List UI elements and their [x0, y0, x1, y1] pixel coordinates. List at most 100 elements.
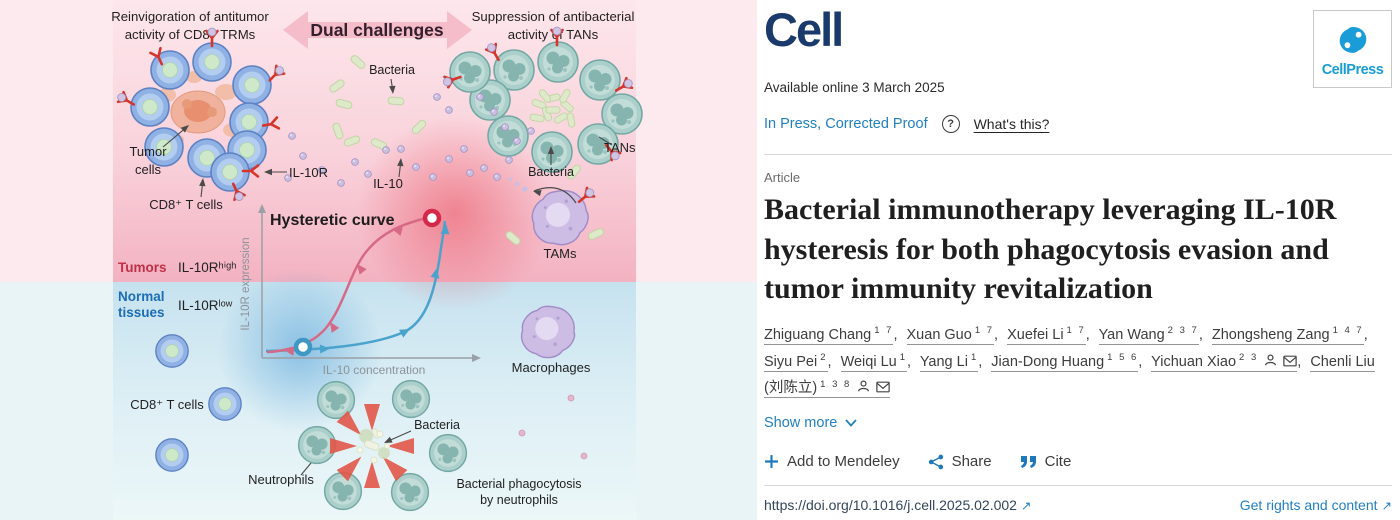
y-axis-label: IL-10R expression: [240, 237, 252, 330]
dual-challenges-label: Dual challenges: [310, 20, 444, 40]
pointer-arrowheads: [180, 85, 555, 464]
author-list: Zhiguang Chang 1 7, Xuan Guo 1 7, Xuefei L…: [764, 322, 1392, 402]
author-name: Zhiguang Chang: [764, 326, 872, 343]
author-sup: 1: [899, 351, 908, 363]
reinvigoration-caption-line1: Reinvigoration of antitumor: [111, 9, 269, 24]
phagocytosis-caption-line1: Bacterial phagocytosis: [456, 477, 581, 491]
author-link[interactable]: Jian-Dong Huang 1 5 6,: [991, 351, 1147, 372]
author-name: Xuan Guo: [906, 326, 972, 343]
cite-label: Cite: [1044, 453, 1072, 471]
cell-journal-logo[interactable]: Cell: [764, 3, 844, 56]
author-link[interactable]: Yan Wang 2 3 7,: [1098, 324, 1208, 345]
plus-icon: [765, 455, 778, 469]
zone-labels: Tumors IL-10Rʰⁱᵍʰ Normal tissues IL-10Rˡ…: [118, 260, 236, 320]
author-name: Siyu Pei: [764, 353, 818, 370]
author-sup: 1 5 6: [1107, 351, 1139, 363]
tam-cell: [508, 177, 596, 246]
doi-row: https://doi.org/10.1016/j.cell.2025.02.0…: [764, 497, 1392, 513]
author-separator: ,: [1085, 326, 1090, 343]
author-name: Jian-Dong Huang: [991, 353, 1105, 370]
cd8-t-cells-label-top: CD8⁺ T cells: [149, 197, 223, 212]
author-separator: ,: [1363, 326, 1368, 343]
author-separator: ,: [1138, 353, 1143, 370]
external-link-icon: ↗: [1381, 499, 1392, 514]
author-link[interactable]: Siyu Pei 2,: [764, 352, 837, 372]
author-profile-icon: [858, 380, 870, 392]
author-link[interactable]: Xuefei Li 1 7,: [1007, 325, 1095, 345]
journal-header: Cell: [764, 6, 1392, 53]
author-sup: 2 3 7: [1167, 324, 1199, 336]
author-link[interactable]: Zhongsheng Zang 1 4 7,: [1211, 325, 1373, 345]
author-sup: 1 7: [874, 324, 894, 336]
x-axis-label: IL-10 concentration: [323, 363, 426, 377]
phagocytosis-caption-line2: by neutrophils: [480, 493, 558, 507]
email-envelope-icon: [876, 381, 891, 393]
il10r-label: IL-10R: [289, 165, 328, 180]
normal-tissues-label-line1: Normal: [118, 289, 165, 304]
reinvigoration-caption-line2: activity of CD8⁺ TRMs: [125, 27, 256, 42]
share-label: Share: [951, 453, 992, 471]
tans-label: TANs: [604, 140, 636, 155]
add-to-mendeley-button[interactable]: Add to Mendeley: [764, 453, 900, 470]
figure-captions-top: Reinvigoration of antitumor activity of …: [111, 9, 634, 42]
hysteresis-curve-up: [265, 220, 447, 353]
high-state-marker: [422, 208, 442, 228]
author-link-corresponding[interactable]: Chenli Liu (刘陈立) 1 3 8: [764, 353, 1375, 399]
question-mark-icon[interactable]: ?: [941, 115, 960, 133]
tumors-label: Tumors: [118, 260, 167, 275]
external-link-icon: ↗: [1020, 499, 1032, 514]
hysteresis-curve-down: [266, 215, 431, 354]
show-more-button[interactable]: Show more: [764, 415, 858, 431]
il10r-high-label: IL-10Rʰⁱᵍʰ: [178, 260, 236, 275]
graphical-abstract[interactable]: Dual challenges Reinvigoration of antitu…: [0, 0, 757, 520]
figure-background: [0, 0, 757, 520]
cellpress-logo[interactable]: CellPress: [1313, 10, 1392, 88]
action-bar: Add to Mendeley Share Cite: [764, 453, 1392, 470]
cellpress-logo-icon: [1339, 26, 1366, 53]
macrophages-label: Macrophages: [512, 360, 591, 375]
author-sup: 2 3: [1239, 351, 1259, 363]
graphical-abstract-image: Dual challenges Reinvigoration of antitu…: [0, 0, 757, 520]
actions-divider: [764, 485, 1392, 487]
article-type-label: Article: [764, 170, 801, 185]
hysteresis-plot: Hysteretic curve IL-10R expression IL-10…: [240, 204, 481, 377]
author-sup: 1: [970, 351, 979, 363]
tams-label: TAMs: [544, 246, 577, 261]
share-icon: [928, 454, 943, 470]
rights-and-content-link[interactable]: Get rights and content ↗: [1240, 497, 1392, 513]
cd8-t-cells-label-bottom: CD8⁺ T cells: [130, 397, 204, 412]
whats-this-link[interactable]: What's this?: [973, 116, 1050, 132]
author-separator: ,: [1198, 326, 1203, 343]
share-button[interactable]: Share: [928, 453, 992, 470]
author-name: Weiqi Lu: [840, 353, 897, 370]
bottom-labels: CD8⁺ T cells Macrophages Neutrophils Bac…: [130, 360, 591, 507]
cite-button[interactable]: Cite: [1020, 453, 1072, 471]
author-link-corresponding[interactable]: Yichuan Xiao 2 3,: [1151, 351, 1306, 372]
author-separator: ,: [907, 353, 912, 370]
tumor-cells-label-line2: cells: [135, 162, 162, 177]
author-name: Chenli Liu (刘陈立): [764, 353, 1375, 397]
author-name: Yang Li: [919, 353, 968, 370]
il10r-low-label: IL-10Rˡᵒʷ: [178, 298, 233, 313]
cellpress-logo-text: CellPress: [1321, 61, 1384, 78]
author-link[interactable]: Weiqi Lu 1,: [840, 351, 916, 372]
email-envelope-icon: [1283, 355, 1297, 367]
normal-tissues-label-line2: tissues: [118, 305, 165, 320]
header-divider: [764, 154, 1392, 155]
author-link[interactable]: Zhiguang Chang 1 7,: [764, 324, 902, 345]
author-sup: 1 3 8: [820, 378, 852, 390]
author-separator: ,: [994, 326, 999, 343]
tumor-cells-label-line1: Tumor: [129, 144, 167, 159]
author-separator: ,: [978, 353, 983, 370]
doi-link[interactable]: https://doi.org/10.1016/j.cell.2025.02.0…: [764, 497, 1031, 513]
il10-label: IL-10: [373, 176, 403, 191]
add-to-mendeley-label: Add to Mendeley: [787, 453, 900, 471]
author-name: Zhongsheng Zang: [1211, 326, 1330, 343]
phagocytosis-burst: [330, 404, 414, 488]
in-press-link[interactable]: In Press, Corrected Proof: [764, 116, 928, 132]
red-glow: [357, 115, 553, 311]
author-link[interactable]: Xuan Guo 1 7,: [906, 325, 1004, 345]
author-link[interactable]: Yang Li 1,: [919, 351, 987, 372]
neutrophils-label: Neutrophils: [248, 472, 314, 487]
